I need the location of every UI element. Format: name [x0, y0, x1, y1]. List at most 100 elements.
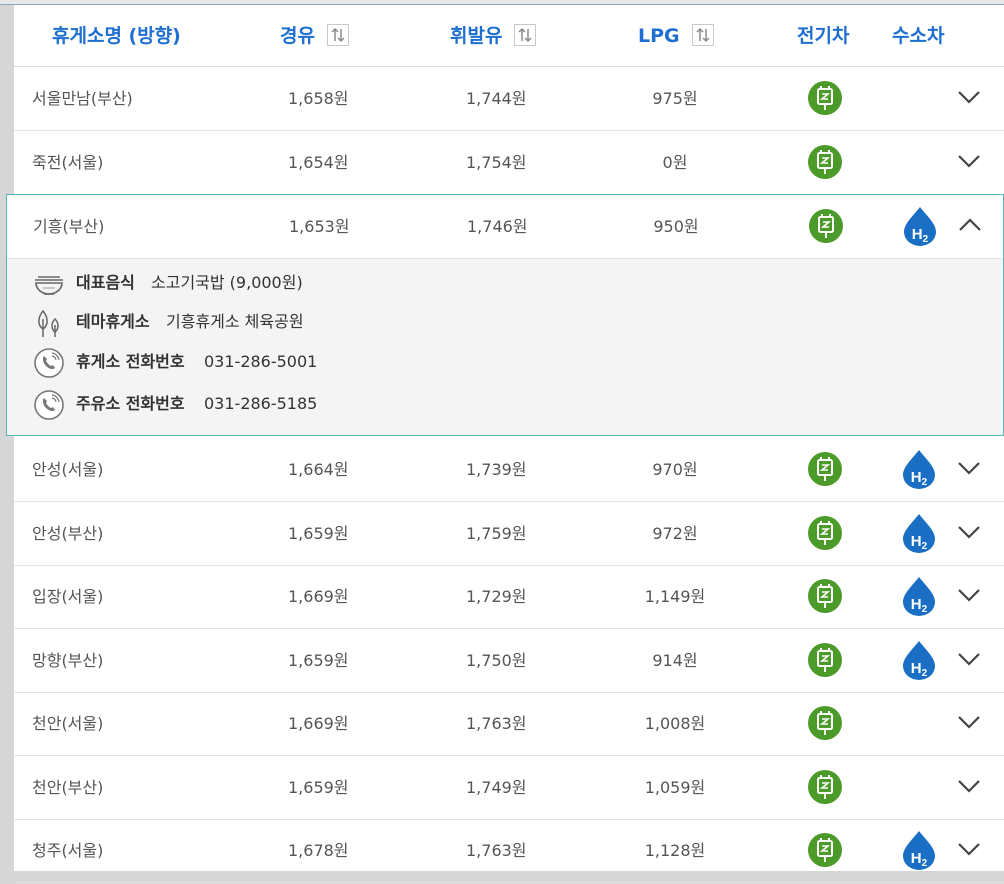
table-row[interactable]: 서울만남(부산) 1,658원 1,744원 975원 — [14, 67, 1004, 131]
table-row[interactable]: 안성(서울) 1,664원 1,739원 970원 H2 — [14, 438, 1004, 502]
hydrogen-drop-icon: H2 — [900, 639, 938, 681]
table-row[interactable]: 입장(서울) 1,669원 1,729원 1,149원 H2 — [14, 565, 1004, 629]
lpg-price: 975원 — [652, 89, 698, 108]
detail-value: 소고기국밥 (9,000원) — [151, 273, 303, 292]
lpg-price: 950원 — [653, 217, 699, 236]
header-gasoline[interactable]: 휘발유 — [450, 5, 537, 66]
chevron-down-icon[interactable] — [957, 524, 981, 540]
ev-charger-icon — [807, 144, 843, 180]
ev-charger-icon — [807, 80, 843, 116]
phone-icon — [33, 347, 65, 379]
diesel-price: 1,659원 — [288, 778, 349, 797]
ev-charger-icon — [807, 705, 843, 741]
gasoline-price: 1,729원 — [466, 587, 527, 606]
detail-label: 테마휴게소 — [76, 312, 150, 331]
diesel-price: 1,664원 — [288, 460, 349, 479]
chevron-down-icon[interactable] — [957, 841, 981, 857]
detail-item: 테마휴게소 기흥휴게소 체육공원 — [33, 305, 433, 339]
table-row[interactable]: 망향(부산) 1,659원 1,750원 914원 H2 — [14, 629, 1004, 693]
gasoline-price: 1,739원 — [466, 460, 527, 479]
table-row[interactable]: 청주(서울) 1,678원 1,763원 1,128원 H2 — [14, 819, 1004, 883]
detail-label: 휴게소 전화번호 — [76, 352, 185, 371]
ev-charger-icon — [807, 642, 843, 678]
rest-area-name: 죽전(서울) — [32, 153, 104, 172]
table-row[interactable]: 천안(서울) 1,669원 1,763원 1,008원 — [14, 692, 1004, 756]
ev-charger-icon — [807, 451, 843, 487]
detail-label: 대표음식 — [76, 273, 135, 292]
rest-area-name: 기흥(부산) — [33, 217, 105, 236]
detail-label: 주유소 전화번호 — [76, 394, 185, 413]
chevron-down-icon[interactable] — [957, 587, 981, 603]
detail-value: 031-286-5185 — [204, 394, 318, 413]
hydrogen-drop-icon: H2 — [900, 512, 938, 554]
rest-area-name: 천안(부산) — [32, 778, 104, 797]
lpg-price: 1,149원 — [644, 587, 706, 606]
table-row[interactable]: 죽전(서울) 1,654원 1,754원 0원 — [14, 131, 1004, 195]
chevron-down-icon[interactable] — [957, 153, 981, 169]
bowl-icon — [33, 268, 65, 300]
phone-icon — [33, 389, 65, 421]
gasoline-price: 1,763원 — [466, 841, 527, 860]
rest-area-name: 천안(서울) — [32, 714, 104, 733]
diesel-price: 1,654원 — [288, 153, 349, 172]
lpg-price: 1,008원 — [644, 714, 706, 733]
diesel-price: 1,658원 — [288, 89, 349, 108]
rest-area-name: 청주(서울) — [32, 841, 104, 860]
detail-item: 휴게소 전화번호 031-286-5001 — [33, 345, 433, 379]
header-ev: 전기차 — [797, 25, 850, 47]
gasoline-price: 1,750원 — [466, 651, 527, 670]
ev-charger-icon — [807, 515, 843, 551]
diesel-price: 1,669원 — [288, 587, 349, 606]
detail-item: 대표음식 소고기국밥 (9,000원) — [33, 266, 433, 300]
rest-area-name: 서울만남(부산) — [32, 89, 133, 108]
rest-area-name: 안성(부산) — [32, 524, 104, 543]
chevron-down-icon[interactable] — [957, 89, 981, 105]
chevron-up-icon[interactable] — [958, 217, 982, 233]
ev-charger-icon — [807, 832, 843, 868]
rest-area-name: 망향(부산) — [32, 651, 104, 670]
rest-area-name: 안성(서울) — [32, 460, 104, 479]
hydrogen-drop-icon: H2 — [901, 205, 939, 247]
sort-arrows-icon[interactable] — [326, 23, 349, 46]
rest-area-price-table: 휴게소명 (방향) 경유 휘발유 LPG 전기차 수소차 서울만남(부산) 1,6… — [6, 5, 1004, 883]
diesel-price: 1,659원 — [288, 524, 349, 543]
diesel-price: 1,678원 — [288, 841, 349, 860]
header-hydrogen: 수소차 — [892, 25, 945, 47]
lpg-price: 914원 — [652, 651, 698, 670]
lpg-price: 972원 — [652, 524, 698, 543]
chevron-down-icon[interactable] — [957, 460, 981, 476]
tree-icon — [33, 307, 65, 339]
top-divider — [0, 0, 1004, 5]
chevron-down-icon[interactable] — [957, 714, 981, 730]
lpg-price: 970원 — [652, 460, 698, 479]
header-rest-area-name: 휴게소명 (방향) — [52, 25, 181, 47]
ev-charger-icon — [807, 578, 843, 614]
expanded-rest-area-row: 기흥(부산) 1,653원 1,746원 950원 H2 대표음식 소고기국밥 (9,0… — [6, 194, 1004, 436]
table-row[interactable]: 안성(부산) 1,659원 1,759원 972원 H2 — [14, 502, 1004, 566]
hydrogen-drop-icon: H2 — [900, 448, 938, 490]
gasoline-price: 1,749원 — [466, 778, 527, 797]
detail-value: 기흥휴게소 체육공원 — [166, 312, 304, 331]
detail-item: 주유소 전화번호 031-286-5185 — [33, 387, 433, 421]
diesel-price: 1,653원 — [289, 217, 350, 236]
header-lpg[interactable]: LPG — [638, 5, 714, 66]
detail-value: 031-286-5001 — [204, 352, 318, 371]
table-row[interactable]: 기흥(부산) 1,653원 1,746원 950원 H2 — [7, 195, 1003, 259]
gasoline-price: 1,744원 — [466, 89, 527, 108]
ev-charger-icon — [807, 769, 843, 805]
table-header: 휴게소명 (방향) 경유 휘발유 LPG 전기차 수소차 — [14, 5, 1004, 67]
hydrogen-drop-icon: H2 — [900, 829, 938, 871]
lpg-price: 1,059원 — [644, 778, 706, 797]
sort-arrows-icon[interactable] — [514, 23, 537, 46]
header-diesel[interactable]: 경유 — [280, 5, 349, 66]
chevron-down-icon[interactable] — [957, 651, 981, 667]
chevron-down-icon[interactable] — [957, 778, 981, 794]
hydrogen-drop-icon: H2 — [900, 575, 938, 617]
sort-arrows-icon[interactable] — [691, 23, 714, 46]
gasoline-price: 1,759원 — [466, 524, 527, 543]
table-row[interactable]: 천안(부산) 1,659원 1,749원 1,059원 — [14, 756, 1004, 820]
rest-area-name: 입장(서울) — [32, 587, 104, 606]
lpg-price: 1,128원 — [644, 841, 706, 860]
gasoline-price: 1,746원 — [467, 217, 528, 236]
